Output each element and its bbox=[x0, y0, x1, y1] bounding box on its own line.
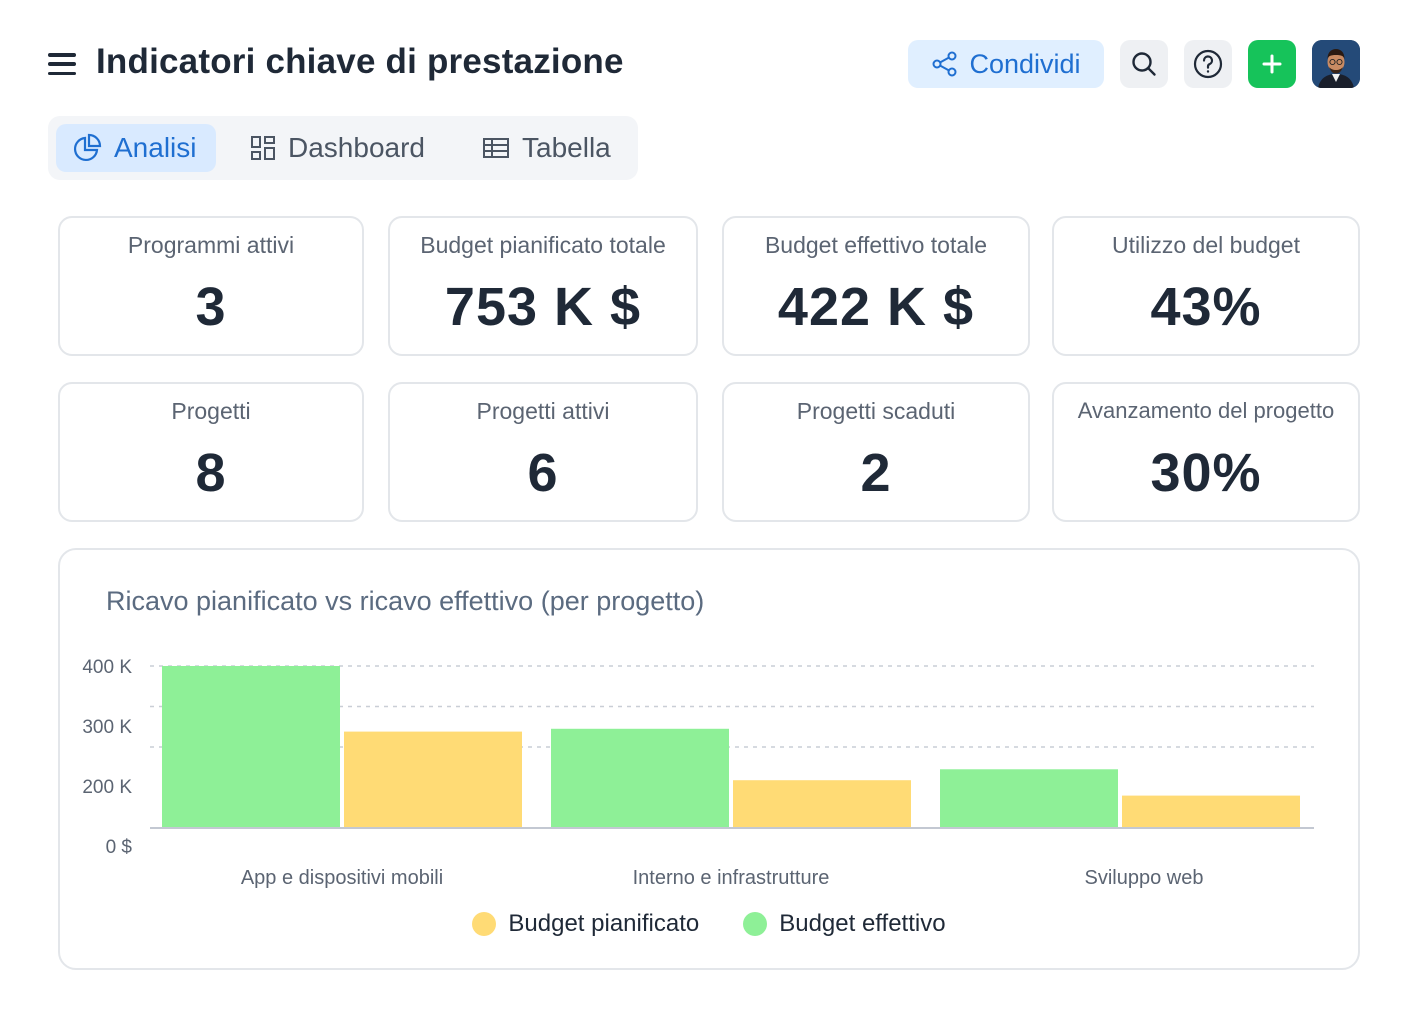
share-button[interactable]: Condividi bbox=[908, 40, 1104, 88]
kpi-card-progetti-attivi: Progetti attivi 6 bbox=[388, 382, 698, 522]
chart-title: Ricavo pianificato vs ricavo effettivo (… bbox=[106, 586, 705, 616]
tab-analisi[interactable]: Analisi bbox=[56, 124, 216, 172]
kpi-label: Budget pianificato totale bbox=[420, 232, 666, 258]
y-tick-label: 200 K bbox=[82, 777, 132, 798]
help-icon bbox=[1193, 49, 1223, 79]
legend-item-actual[interactable]: Budget effettivo bbox=[743, 910, 946, 938]
help-button[interactable] bbox=[1184, 40, 1232, 88]
pie-chart-icon bbox=[73, 133, 102, 162]
kpi-value: 753 K $ bbox=[444, 277, 642, 337]
user-avatar-icon bbox=[1312, 40, 1360, 88]
add-button[interactable] bbox=[1248, 40, 1296, 88]
legend-dot-planned bbox=[472, 912, 497, 936]
revenue-chart-card: Ricavo pianificato vs ricavo effettivo (… bbox=[58, 548, 1360, 970]
kpi-value: 43% bbox=[1150, 277, 1262, 337]
kpi-card-progetti-scaduti: Progetti scaduti 2 bbox=[722, 382, 1030, 522]
dashboard-icon bbox=[251, 136, 275, 160]
legend-label-actual: Budget effettivo bbox=[779, 910, 946, 937]
kpi-label: Utilizzo del budget bbox=[1112, 232, 1300, 258]
chart-legend: Budget pianificato Budget effettivo bbox=[60, 910, 1358, 938]
menu-icon[interactable] bbox=[48, 53, 76, 75]
share-icon bbox=[932, 51, 957, 77]
kpi-value: 6 bbox=[527, 443, 559, 503]
search-icon bbox=[1132, 52, 1156, 76]
kpi-card-progetti: Progetti 8 bbox=[58, 382, 364, 522]
kpi-card-programmi-attivi: Programmi attivi 3 bbox=[58, 216, 364, 356]
tab-tabella-label: Tabella bbox=[522, 132, 611, 163]
tab-dashboard[interactable]: Dashboard bbox=[248, 124, 425, 172]
x-category-label: Sviluppo web bbox=[1085, 867, 1204, 889]
kpi-label: Progetti scaduti bbox=[796, 398, 956, 424]
tab-tabella[interactable]: Tabella bbox=[480, 124, 611, 172]
legend-item-planned[interactable]: Budget pianificato bbox=[472, 910, 699, 938]
table-icon bbox=[483, 138, 509, 158]
kpi-label: Budget effettivo totale bbox=[764, 232, 988, 258]
bar-planned bbox=[1122, 795, 1300, 828]
kpi-value: 8 bbox=[195, 443, 227, 503]
bar-planned bbox=[344, 731, 522, 828]
kpi-card-utilizzo-budget: Utilizzo del budget 43% bbox=[1052, 216, 1360, 356]
tab-analisi-label: Analisi bbox=[114, 132, 197, 163]
avatar[interactable] bbox=[1312, 40, 1360, 88]
kpi-value: 422 K $ bbox=[777, 277, 975, 337]
bar-planned bbox=[733, 780, 911, 828]
y-tick-label: 300 K bbox=[82, 717, 132, 738]
share-button-label: Condividi bbox=[969, 48, 1081, 79]
kpi-label: Progetti bbox=[171, 398, 251, 424]
legend-label-planned: Budget pianificato bbox=[508, 910, 700, 937]
kpi-card-budget-pianificato: Budget pianificato totale 753 K $ bbox=[388, 216, 698, 356]
bar-actual bbox=[940, 769, 1118, 828]
page-title: Indicatori chiave di prestazione bbox=[96, 42, 624, 81]
kpi-value: 2 bbox=[860, 443, 892, 503]
tab-dashboard-label: Dashboard bbox=[288, 132, 425, 163]
x-category-label: Interno e infrastrutture bbox=[633, 867, 830, 889]
kpi-value: 30% bbox=[1150, 443, 1262, 503]
kpi-card-avanzamento-progetto: Avanzamento del progetto 30% bbox=[1052, 382, 1360, 522]
y-tick-label: 0 $ bbox=[106, 837, 133, 858]
legend-dot-actual bbox=[743, 912, 768, 936]
kpi-label: Programmi attivi bbox=[127, 232, 295, 258]
plus-icon bbox=[1262, 54, 1282, 74]
bar-chart: 400 K 300 K 200 K 0 $ App e dispositivi mobi… bbox=[82, 657, 1314, 889]
view-tabs: Analisi Dashboard Tabella bbox=[48, 116, 638, 180]
search-button[interactable] bbox=[1120, 40, 1168, 88]
kpi-value: 3 bbox=[195, 277, 227, 337]
bar-actual bbox=[162, 666, 340, 828]
y-tick-label: 400 K bbox=[82, 657, 132, 678]
header: Indicatori chiave di prestazione Condivi… bbox=[0, 0, 1408, 120]
kpi-label: Avanzamento del progetto bbox=[1077, 398, 1335, 423]
bar-actual bbox=[551, 728, 729, 828]
kpi-card-budget-effettivo: Budget effettivo totale 422 K $ bbox=[722, 216, 1030, 356]
x-category-label: App e dispositivi mobili bbox=[241, 867, 443, 889]
kpi-label: Progetti attivi bbox=[476, 398, 610, 424]
